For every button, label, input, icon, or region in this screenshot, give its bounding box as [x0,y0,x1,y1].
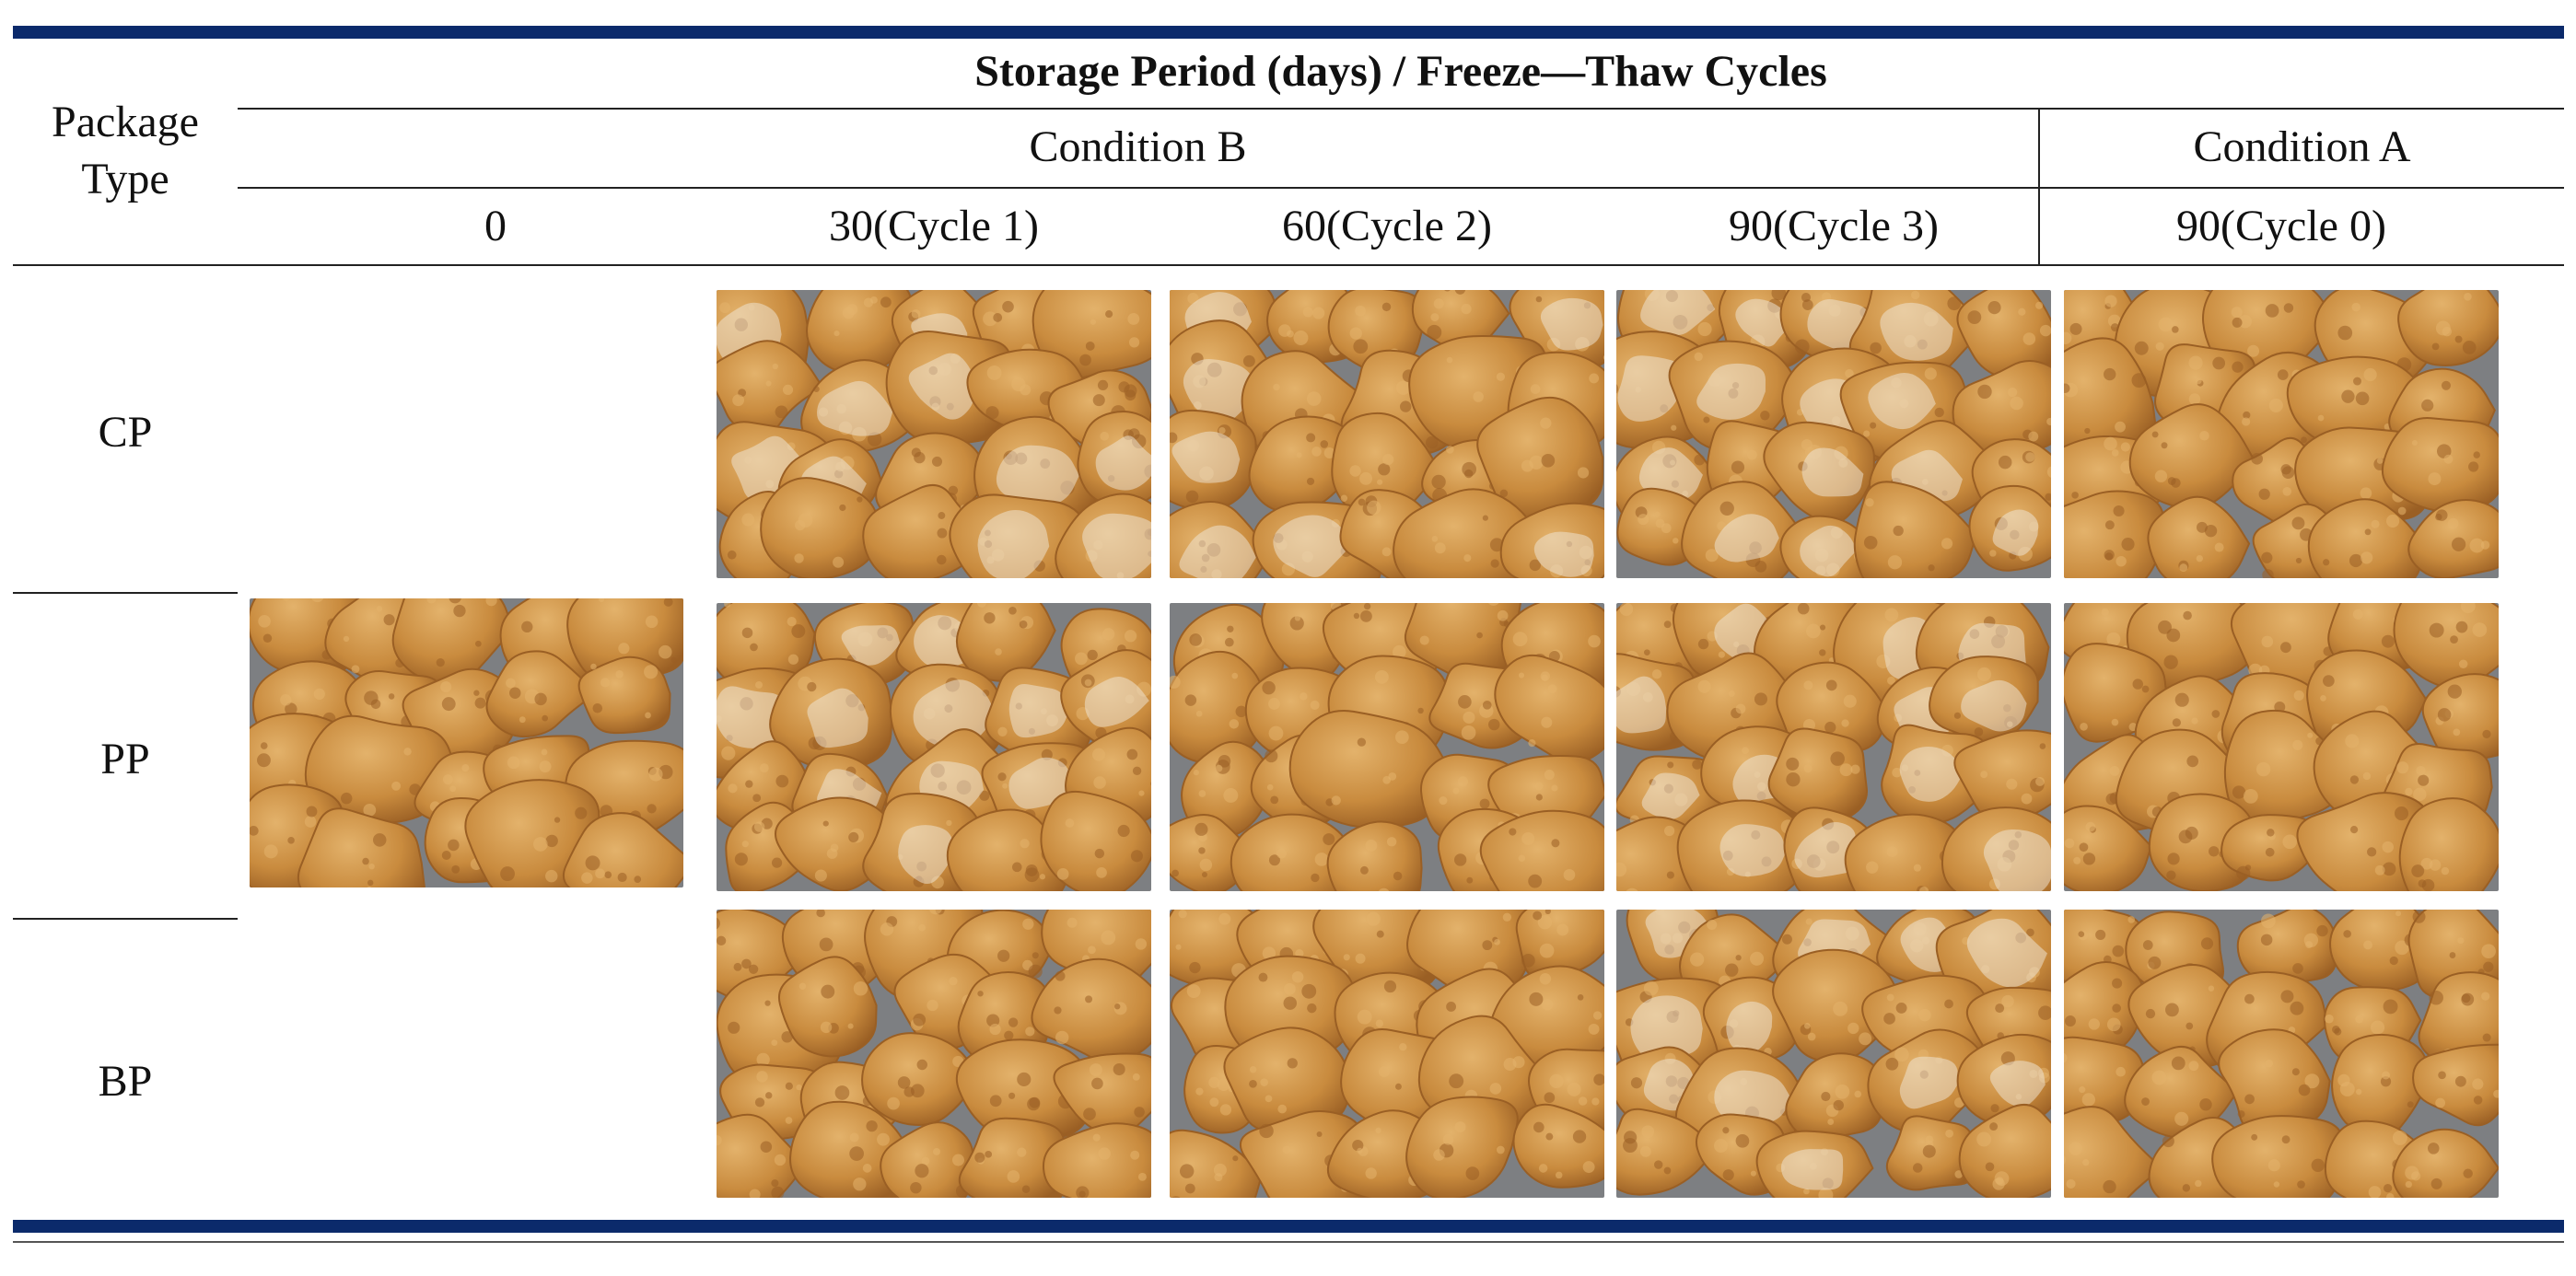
row-separator-1 [13,592,238,594]
photo-cp-90-cycle0 [2064,290,2499,578]
bottom-thick-rule [13,1220,2564,1233]
photo-bp-90-cycle3 [1616,910,2051,1198]
row-separator-2 [13,918,238,920]
group-condition-b: Condition B [1029,122,1247,171]
header-rule-3 [13,264,2564,266]
column-header-90-cycle0: 90(Cycle 0) [2176,202,2386,250]
column-header-30: 30(Cycle 1) [829,202,1039,250]
photo-pp-60 [1170,603,1604,891]
photo-day0 [250,598,683,887]
row-label-pp: PP [100,735,150,783]
column-header-0: 0 [484,202,507,250]
column-header-90-cycle3: 90(Cycle 3) [1729,202,1939,250]
row-label-bp: BP [98,1057,153,1106]
photo-pp-30 [717,603,1151,891]
column-header-60: 60(Cycle 2) [1282,202,1492,250]
photo-pp-90-cycle0 [2064,603,2499,891]
photo-bp-60 [1170,910,1604,1198]
row-label-cp: CP [98,408,153,457]
header-rule-2 [238,187,2564,189]
header-rule-1 [238,108,2564,110]
photo-cp-30 [717,290,1151,578]
photo-bp-90-cycle0 [2064,910,2499,1198]
photo-bp-30 [717,910,1151,1198]
group-divider [2038,108,2040,266]
top-header: Storage Period (days) / Freeze—Thaw Cycl… [974,47,1827,96]
photo-cp-90-cycle3 [1616,290,2051,578]
row-header: Package Type [52,98,199,203]
group-condition-a: Condition A [2193,122,2411,171]
photo-cp-60 [1170,290,1604,578]
top-thick-rule [13,26,2564,39]
bottom-thin-rule [13,1241,2564,1243]
photo-pp-90-cycle3 [1616,603,2051,891]
